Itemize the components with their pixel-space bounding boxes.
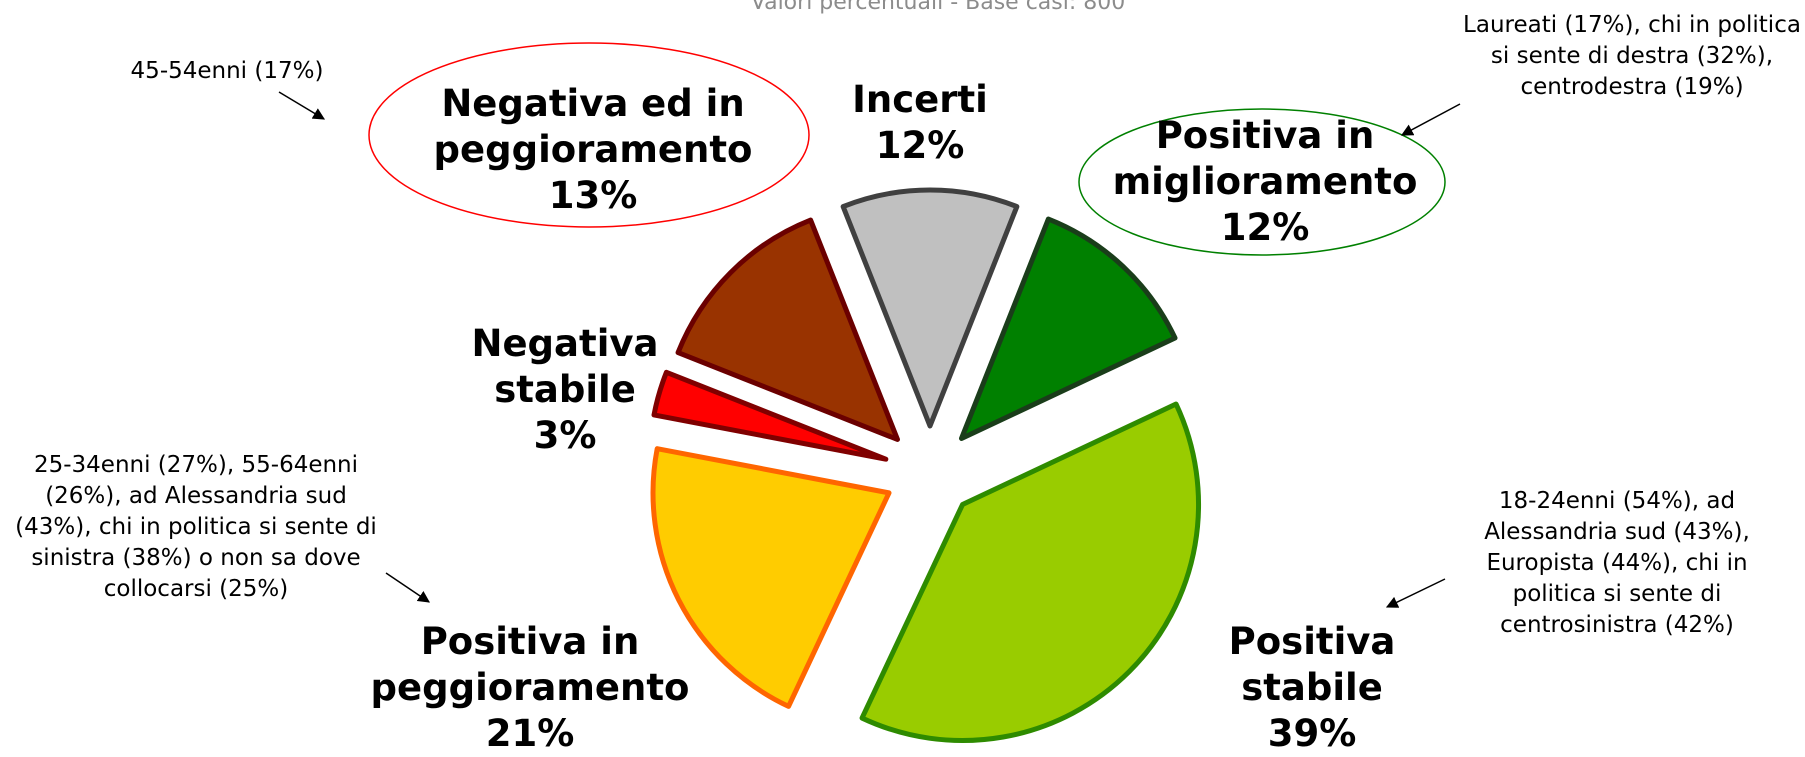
pie-slice [840,187,1020,429]
annotation: 45-54enni (17%) [130,58,324,84]
annotation: 25-34enni (27%), 55-64enni (26%), ad Ale… [15,452,377,602]
slice-label: Positiva stabile 39% [1202,619,1422,757]
pie-slice [650,446,892,709]
highlight-ellipse [368,42,810,228]
pie-slice [859,401,1202,744]
slice-label: Negativa stabile 3% [465,321,665,459]
category-name: Positiva in miglioramento [1112,114,1418,203]
pie-slice [651,369,889,462]
arrow [385,572,430,603]
slice-label: Positiva in peggioramento 21% [360,619,700,757]
arrow [1400,103,1461,136]
category-name: Negativa stabile [471,322,659,411]
value-label: 3% [533,414,597,457]
category-name: Positiva stabile [1228,620,1396,709]
value-label: 39% [1267,712,1357,755]
value-label: 21% [485,712,575,755]
pie-slice [958,216,1178,441]
category-name: Incerti [852,78,988,121]
arrow [278,91,326,120]
category-name: Positiva in peggioramento [370,620,690,709]
annotation: 18-24enni (54%), ad Alessandria sud (43%… [1484,488,1750,638]
value-label: 12% [875,124,965,167]
highlight-ellipse [1078,108,1446,256]
slices [650,187,1202,744]
pie-slice [675,217,900,442]
value-label: 13% [548,174,638,217]
category-name: Negativa ed in peggioramento [433,82,753,171]
slice-label: Negativa ed in peggioramento 13% [423,81,763,219]
arrow [1385,578,1446,608]
slice-label: Incerti 12% [820,77,1020,169]
annotation: Laureati (17%), chi in politica si sente… [1463,12,1801,100]
value-label: 12% [1220,206,1310,249]
subtitle: Valori percentuali - Base casi: 800 [750,0,1126,15]
slice-label: Positiva in miglioramento 12% [1095,113,1435,251]
